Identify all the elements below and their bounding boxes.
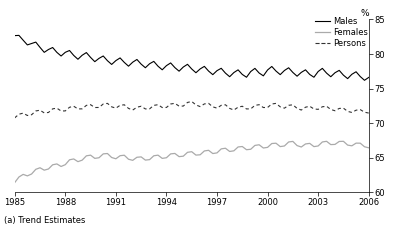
Persons [12, 116, 17, 119]
Males [12, 34, 17, 37]
Persons [349, 111, 354, 114]
Females [135, 156, 139, 159]
Males [17, 34, 21, 37]
Text: (a) Trend Estimates: (a) Trend Estimates [4, 216, 85, 225]
Males [126, 65, 131, 68]
Persons [194, 104, 198, 106]
Text: %: % [360, 9, 369, 18]
Males [366, 76, 371, 79]
Persons [71, 105, 76, 108]
Persons [189, 100, 194, 103]
Females [118, 154, 122, 157]
Line: Persons: Persons [15, 101, 369, 118]
Males [139, 63, 144, 66]
Females [341, 140, 346, 143]
Males [362, 79, 367, 82]
Persons [366, 112, 371, 114]
Males [75, 58, 80, 61]
Persons [118, 104, 122, 107]
Males [194, 71, 198, 74]
Females [71, 158, 76, 160]
Males [122, 61, 127, 64]
Persons [122, 104, 127, 106]
Legend: Males, Females, Persons: Males, Females, Persons [314, 16, 369, 49]
Persons [135, 106, 139, 109]
Line: Males: Males [15, 35, 369, 80]
Line: Females: Females [15, 141, 369, 183]
Females [122, 154, 127, 157]
Females [189, 150, 194, 153]
Females [12, 181, 17, 184]
Males [349, 73, 354, 76]
Females [349, 144, 354, 147]
Females [366, 146, 371, 149]
